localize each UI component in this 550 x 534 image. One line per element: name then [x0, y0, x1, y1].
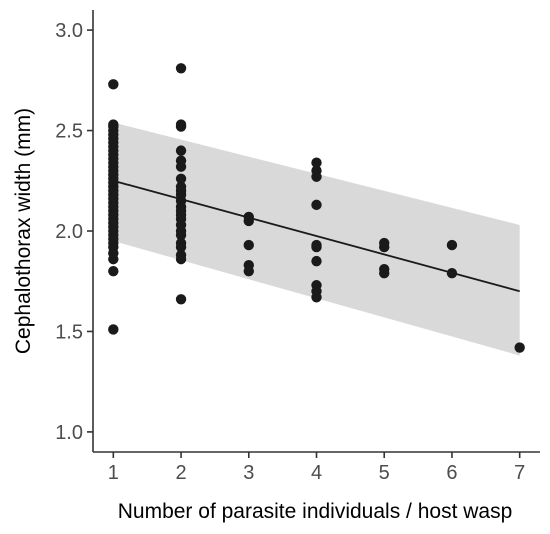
x-tick-label: 4: [311, 462, 322, 484]
y-tick-label: 2.5: [55, 121, 83, 143]
data-point: [175, 253, 187, 265]
data-point: [379, 267, 390, 279]
data-point: [108, 265, 119, 277]
data-point: [311, 292, 322, 303]
data-point: [175, 161, 187, 172]
data-point: [243, 265, 254, 277]
data-point: [243, 215, 254, 227]
x-tick-label: 2: [175, 462, 186, 484]
data-points: [108, 63, 525, 353]
y-tick-label: 1.5: [55, 321, 83, 343]
data-point: [311, 199, 322, 211]
data-point: [175, 121, 187, 132]
data-point: [446, 239, 458, 251]
data-point: [175, 63, 187, 74]
y-axis-title: Cephalothorax width (mm): [12, 108, 35, 354]
data-point: [175, 294, 187, 305]
x-axis-ticks: 1 2 3 4 5 6 7: [108, 452, 525, 484]
data-point: [311, 157, 322, 168]
data-point: [446, 267, 458, 279]
data-point: [379, 241, 390, 253]
x-tick-label: 7: [514, 462, 525, 484]
plot-area: [108, 63, 525, 356]
data-point: [108, 324, 119, 335]
y-tick-label: 2.0: [55, 221, 83, 243]
x-tick-label: 3: [243, 462, 254, 484]
data-point: [175, 145, 187, 156]
confidence-band: [113, 122, 520, 356]
data-point: [311, 255, 322, 267]
data-point: [175, 241, 187, 253]
data-point: [311, 241, 322, 253]
data-point: [514, 342, 525, 353]
data-point: [175, 229, 187, 241]
data-point: [175, 173, 187, 184]
x-tick-label: 5: [379, 462, 390, 484]
x-axis-title: Number of parasite individuals / host wa…: [118, 500, 513, 523]
data-point: [311, 171, 322, 182]
axes: 1.0 1.5 2.0 2.5 3.0 1 2 3 4 5 6 7: [55, 10, 540, 484]
y-tick-label: 3.0: [55, 20, 83, 42]
data-point: [108, 79, 119, 90]
y-axis-ticks: 1.0 1.5 2.0 2.5 3.0: [55, 20, 93, 444]
x-tick-label: 1: [108, 462, 119, 484]
y-tick-label: 1.0: [55, 422, 83, 444]
data-point: [108, 253, 119, 265]
x-tick-label: 6: [446, 462, 457, 484]
data-point: [243, 239, 254, 251]
